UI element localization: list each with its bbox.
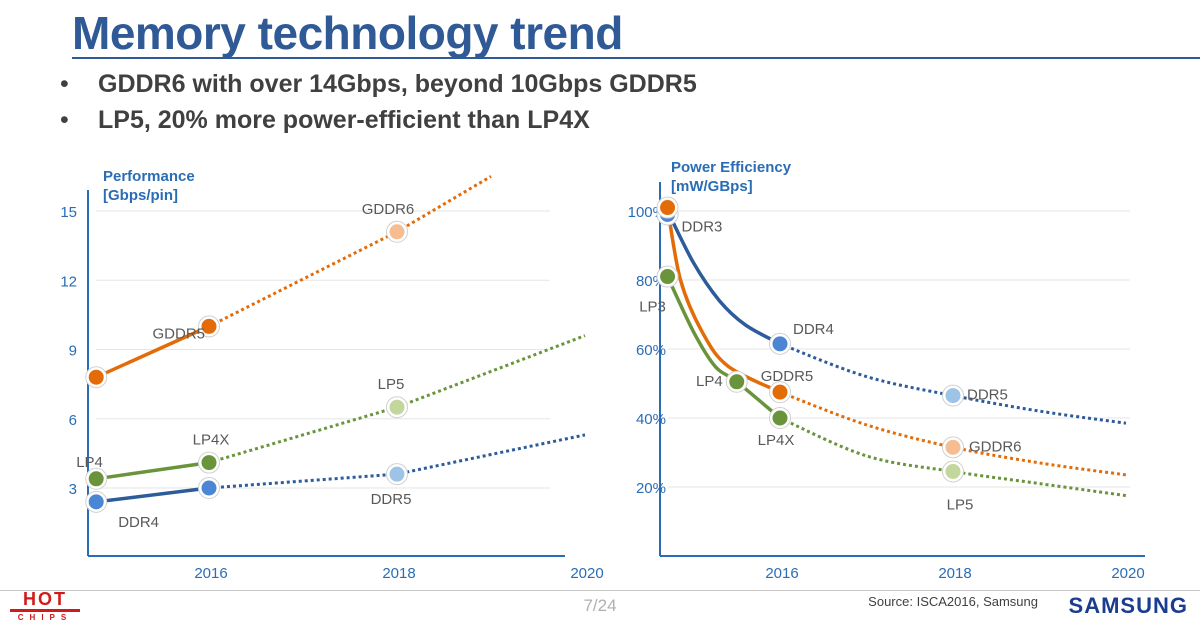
x-tick-label: 2020: [570, 565, 603, 582]
lp-data-point: [88, 471, 104, 487]
gddr-data-point: [201, 318, 217, 334]
data-label: DDR4: [793, 321, 834, 338]
footer-divider: [0, 590, 1200, 591]
data-label: DDR3: [682, 218, 723, 235]
data-label: LP3: [639, 299, 666, 316]
bullet-list: • GDDR6 with over 14Gbps, beyond 10Gbps …: [60, 66, 697, 138]
gddr-data-point: [660, 200, 676, 216]
gddr-data-point: [389, 224, 405, 240]
logo-top-text: HOT: [23, 589, 67, 609]
x-tick-label: 2018: [382, 565, 415, 582]
gddr-data-point: [945, 439, 961, 455]
y-tick-label: 15: [60, 204, 77, 221]
bullet-marker: •: [60, 70, 69, 98]
lp-projection-line: [208, 334, 586, 465]
logo-bottom-text: CHIPS: [17, 613, 73, 622]
samsung-logo: SAMSUNG: [1068, 593, 1188, 618]
data-label: DDR5: [371, 491, 412, 508]
bullet-item: • GDDR6 with over 14Gbps, beyond 10Gbps …: [60, 66, 697, 102]
data-label: DDR4: [118, 514, 159, 531]
data-label: GDDR6: [362, 201, 415, 218]
x-tick-label: 2016: [194, 565, 227, 582]
lp-series-line: [95, 460, 210, 481]
gddr-data-point: [772, 384, 788, 400]
lp-data-point: [945, 463, 961, 479]
lp-data-point: [201, 455, 217, 471]
y-tick-label: 40%: [636, 411, 666, 428]
logo-bar: [10, 609, 80, 612]
ddr-data-point: [88, 494, 104, 510]
chart-unit-label: [Gbps/pin]: [103, 187, 178, 204]
source-note: Source: ISCA2016, Samsung: [868, 594, 1038, 609]
data-label: LP4: [696, 373, 723, 390]
data-label: GDDR5: [761, 368, 814, 385]
performance-chart: Performance [Gbps/pin] 3 6 9 12 15 2016 2018 2020…: [60, 168, 603, 582]
y-tick-label: 12: [60, 273, 77, 290]
ddr-series-line: [666, 210, 781, 346]
title-underline: [72, 57, 1200, 59]
gddr-projection-line: [208, 175, 492, 328]
ddr-series-line: [95, 486, 210, 504]
data-label: GDDR5: [152, 325, 205, 342]
lp-series-line: [666, 275, 782, 420]
x-tick-label: 2016: [765, 565, 798, 582]
bullet-item: • LP5, 20% more power-efficient than LP4…: [60, 102, 697, 138]
lp-data-point: [772, 410, 788, 426]
data-label: LP5: [378, 376, 405, 393]
data-label: DDR5: [967, 387, 1008, 404]
chart-unit-label: [mW/GBps]: [671, 178, 753, 195]
data-label: LP4X: [758, 432, 795, 449]
y-tick-label: 60%: [636, 342, 666, 359]
lp-data-point: [660, 269, 676, 285]
y-tick-label: 20%: [636, 480, 666, 497]
data-label: LP4X: [193, 432, 230, 449]
y-tick-label: 100%: [628, 204, 666, 221]
hot-chips-logo: HOT CHIPS: [6, 590, 84, 624]
page-number: 7/24: [583, 596, 617, 615]
data-label: GDDR6: [969, 438, 1022, 455]
gddr-series-line: [95, 324, 210, 379]
y-tick-label: 6: [69, 412, 77, 429]
y-tick-label: 3: [69, 481, 77, 498]
x-tick-label: 2020: [1111, 565, 1144, 582]
ddr-data-point: [389, 466, 405, 482]
ddr-data-point: [201, 480, 217, 496]
data-label: LP5: [947, 496, 974, 513]
y-tick-label: 9: [69, 343, 77, 360]
x-tick-label: 2018: [938, 565, 971, 582]
chart-title: Performance: [103, 168, 195, 185]
bullet-text: LP5, 20% more power-efficient than LP4X: [98, 106, 590, 134]
ddr-data-point: [772, 336, 788, 352]
bullet-marker: •: [60, 106, 69, 134]
lp-data-point: [389, 399, 405, 415]
slide-title: Memory technology trend: [72, 7, 623, 59]
chart-title: Power Efficiency: [671, 159, 792, 176]
power-efficiency-chart: Power Efficiency[mW/GBps]20%40%60%80%100…: [628, 159, 1145, 582]
bullet-text: GDDR6 with over 14Gbps, beyond 10Gbps GD…: [98, 70, 697, 98]
lp-data-point: [729, 374, 745, 390]
data-label: LP4: [76, 454, 103, 471]
ddr-data-point: [945, 388, 961, 404]
gddr-data-point: [88, 369, 104, 385]
